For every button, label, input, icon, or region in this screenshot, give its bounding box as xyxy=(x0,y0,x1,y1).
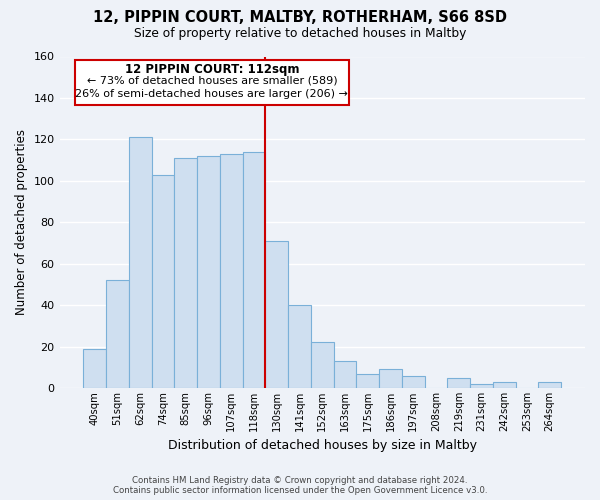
Bar xyxy=(175,158,197,388)
Bar xyxy=(470,384,493,388)
Text: 12, PIPPIN COURT, MALTBY, ROTHERHAM, S66 8SD: 12, PIPPIN COURT, MALTBY, ROTHERHAM, S66… xyxy=(93,10,507,25)
Bar xyxy=(379,370,402,388)
Bar xyxy=(129,138,152,388)
Bar xyxy=(493,382,515,388)
Bar xyxy=(288,305,311,388)
Bar xyxy=(334,361,356,388)
Bar xyxy=(152,174,175,388)
Y-axis label: Number of detached properties: Number of detached properties xyxy=(15,130,28,316)
Text: Contains HM Land Registry data © Crown copyright and database right 2024.
Contai: Contains HM Land Registry data © Crown c… xyxy=(113,476,487,495)
Text: 26% of semi-detached houses are larger (206) →: 26% of semi-detached houses are larger (… xyxy=(76,88,349,99)
Text: Size of property relative to detached houses in Maltby: Size of property relative to detached ho… xyxy=(134,28,466,40)
Bar xyxy=(242,152,265,388)
Bar xyxy=(83,348,106,388)
Bar xyxy=(538,382,561,388)
Bar xyxy=(448,378,470,388)
Bar xyxy=(220,154,242,388)
Bar xyxy=(265,241,288,388)
Bar xyxy=(197,156,220,388)
Bar xyxy=(311,342,334,388)
Bar xyxy=(356,374,379,388)
X-axis label: Distribution of detached houses by size in Maltby: Distribution of detached houses by size … xyxy=(168,440,477,452)
Text: ← 73% of detached houses are smaller (589): ← 73% of detached houses are smaller (58… xyxy=(86,76,337,86)
Bar xyxy=(106,280,129,388)
Bar xyxy=(402,376,425,388)
FancyBboxPatch shape xyxy=(76,60,349,104)
Text: 12 PIPPIN COURT: 112sqm: 12 PIPPIN COURT: 112sqm xyxy=(125,63,299,76)
